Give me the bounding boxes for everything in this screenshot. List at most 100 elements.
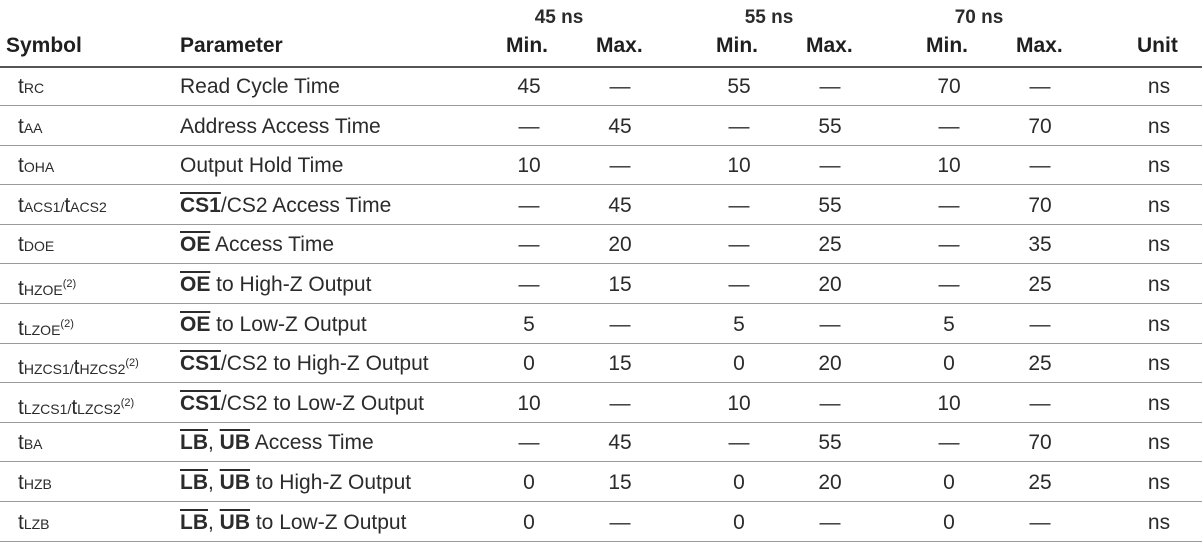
unit-cell: ns (1147, 273, 1171, 296)
value-cell: 5 (523, 312, 535, 336)
active-low-signal: LB (180, 510, 208, 534)
symbol-note: (2) (125, 357, 139, 370)
unit-cell: ns (1147, 154, 1171, 178)
table-row: tAA Address Access Time — 45 — 55 — 70 ns (0, 107, 1202, 146)
value-cell: 15 (608, 352, 632, 376)
row-divider (0, 263, 1202, 265)
unit-cell: ns (1147, 75, 1171, 98)
parameter-cell: OE to Low-Z Output (180, 305, 367, 344)
symbol-subscript: HZCS2 (79, 361, 126, 378)
symbol-subscript: HZCS1/ (23, 361, 74, 378)
table-row: tBA LB, UB Access Time — 45 — 55 — 70 ns (0, 423, 1202, 463)
value-cell: — (728, 431, 750, 455)
value-cell: 0 (733, 471, 745, 494)
unit-cell: ns (1147, 431, 1171, 455)
symbol-subscript: ACS1/ (23, 198, 65, 215)
value-cell: — (819, 312, 841, 336)
symbol-cell: tLZCS1/tLZCS2(2) (18, 384, 134, 423)
symbol-note: (2) (62, 278, 77, 290)
symbol-t: t (18, 277, 24, 300)
value-cell: 10 (517, 391, 541, 415)
parameter-text: Access Time (210, 233, 335, 257)
value-cell: — (518, 114, 540, 138)
parameter-text: Access Time (250, 431, 374, 455)
symbol-t: t (18, 395, 24, 419)
symbol-cell: tAA (18, 107, 43, 146)
symbol-cell: tHZOE(2) (18, 265, 76, 304)
parameter-cell: LB, UB Access Time (180, 423, 374, 462)
parameter-cell: CS1/CS2 Access Time (180, 186, 391, 225)
value-cell: — (518, 233, 540, 257)
unit-cell: ns (1147, 114, 1171, 138)
value-cell: 70 (1028, 431, 1052, 455)
value-cell: — (609, 312, 631, 336)
unit-cell: ns (1147, 510, 1171, 534)
row-divider (0, 105, 1202, 106)
value-cell: — (1029, 510, 1051, 534)
row-divider (0, 382, 1202, 384)
parameter-cell: OE to High-Z Output (180, 265, 371, 304)
symbol-subscript: HZB (23, 476, 52, 492)
symbol-t: t (18, 193, 24, 217)
parameter-text: to High-Z Output (250, 471, 412, 494)
symbol-t: t (18, 471, 24, 494)
value-cell: — (819, 510, 841, 534)
value-cell: 10 (517, 154, 541, 178)
parameter-text: to Low-Z Output (250, 510, 407, 534)
value-cell: 55 (727, 75, 751, 98)
value-cell: 25 (1028, 352, 1052, 376)
symbol-t: t (18, 356, 24, 380)
parameter-text: /CS2 Access Time (220, 193, 392, 217)
header-max-70: Max. (1016, 34, 1063, 57)
value-cell: 0 (523, 352, 535, 376)
value-cell: 45 (608, 431, 632, 455)
active-low-signal: CS1 (180, 352, 221, 376)
value-cell: — (609, 154, 631, 178)
parameter-text: , (208, 510, 220, 534)
active-low-signal: LB (180, 471, 208, 494)
symbol-t: t (18, 316, 24, 340)
value-cell: 10 (937, 391, 961, 415)
parameter-text: , (208, 471, 220, 494)
value-cell: 10 (727, 391, 751, 415)
symbol-t: t (18, 431, 24, 455)
symbol-t: t (18, 510, 24, 534)
parameter-cell: LB, UB to High-Z Output (180, 463, 411, 502)
value-cell: — (819, 391, 841, 415)
value-cell: — (1029, 391, 1051, 415)
parameter-text: Output Hold Time (180, 154, 344, 178)
symbol-t: t (18, 233, 24, 257)
symbol-subscript: LZOE (23, 321, 61, 338)
value-cell: 0 (523, 471, 535, 494)
active-low-signal: UB (219, 510, 251, 534)
symbol-cell: tLZOE(2) (18, 305, 74, 344)
value-cell: — (938, 193, 960, 217)
value-cell: — (609, 510, 631, 534)
unit-cell: ns (1147, 312, 1171, 336)
value-cell: 70 (1028, 114, 1052, 138)
value-cell: 45 (608, 193, 632, 217)
value-cell: — (1029, 312, 1051, 336)
group-header-70ns: 70 ns (954, 7, 1004, 28)
value-cell: — (728, 273, 750, 296)
value-cell: 10 (937, 154, 961, 178)
symbol-t: t (64, 193, 71, 217)
header-min-55: Min. (716, 34, 758, 57)
value-cell: — (1029, 75, 1051, 98)
symbol-subscript: LZB (23, 515, 50, 532)
value-cell: 55 (818, 431, 842, 455)
symbol-subscript: DOE (23, 238, 55, 255)
active-low-signal: OE (180, 233, 211, 257)
symbol-cell: tHZCS1/tHZCS2(2) (18, 344, 139, 383)
value-cell: 55 (818, 193, 842, 217)
value-cell: 5 (943, 312, 955, 336)
value-cell: 0 (943, 510, 955, 534)
row-divider (0, 421, 1202, 423)
active-low-signal: OE (180, 273, 211, 296)
header-max-45: Max. (596, 34, 643, 57)
row-divider (0, 184, 1202, 186)
active-low-signal: CS1 (180, 391, 221, 415)
unit-cell: ns (1147, 233, 1171, 257)
symbol-subscript: AA (23, 119, 43, 136)
value-cell: 10 (727, 154, 751, 178)
